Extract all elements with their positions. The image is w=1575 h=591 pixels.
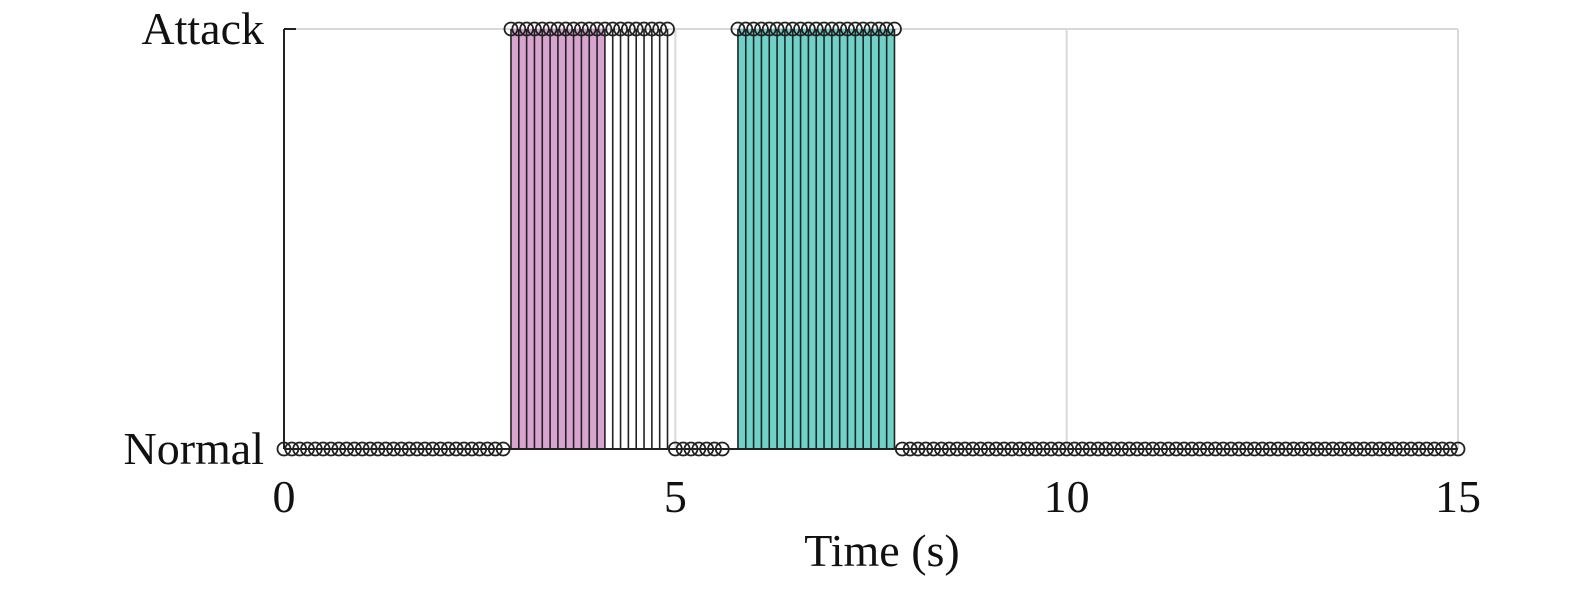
stem-marker (777, 21, 793, 37)
stem-marker (628, 21, 644, 37)
stem-marker (605, 21, 621, 37)
stem-marker (534, 21, 550, 37)
stem-marker (527, 21, 542, 37)
stem-marker (550, 21, 566, 37)
x-tick-label-5: 5 (664, 471, 687, 522)
stem-marker (613, 21, 628, 37)
stem-marker (832, 21, 848, 37)
x-tick-label-15: 15 (1435, 471, 1481, 522)
stem-marker (871, 21, 887, 37)
stem-marker (855, 21, 871, 37)
stem-marker (581, 21, 597, 37)
stem-marker (503, 21, 519, 37)
stem-marker (738, 21, 754, 37)
x-tick-label-10: 10 (1044, 471, 1090, 522)
stem-marker (519, 21, 535, 37)
stem-marker (558, 21, 574, 37)
stem-marker (769, 21, 785, 37)
stem-marker (589, 21, 605, 37)
stem-marker (754, 21, 769, 37)
stem-marker (863, 21, 879, 37)
stem-marker (730, 21, 746, 37)
stem-marker (574, 21, 589, 37)
stem-marker (887, 21, 902, 37)
stem-marker (800, 21, 816, 37)
stem-marker (620, 21, 636, 37)
shaded-regions (510, 29, 895, 449)
stem-marker (879, 21, 895, 37)
stem-marker (785, 21, 801, 37)
stem-marker (636, 21, 652, 37)
stem-marker (511, 21, 527, 37)
axes (283, 28, 1458, 450)
y-tick-label-attack: Attack (141, 3, 264, 54)
x-axis-label: Time (s) (804, 525, 960, 576)
stem-marker (597, 21, 613, 37)
stem-marker (808, 21, 824, 37)
stem-marker (761, 21, 777, 37)
stem-marker (847, 21, 863, 37)
stem-marker (542, 21, 558, 37)
stem-series (276, 21, 1466, 457)
stem-marker (652, 21, 668, 37)
stem-marker (793, 21, 808, 37)
stem-marker (816, 21, 832, 37)
stem-marker (840, 21, 855, 37)
stem-marker (824, 21, 840, 37)
stem-marker (644, 21, 660, 37)
stem-marker (566, 21, 581, 37)
stem-marker (660, 21, 675, 37)
tick-labels: Normal Attack 0 5 10 15 (123, 3, 1481, 522)
stem-marker (746, 21, 761, 37)
x-tick-label-0: 0 (273, 471, 296, 522)
y-tick-label-normal: Normal (123, 423, 264, 474)
